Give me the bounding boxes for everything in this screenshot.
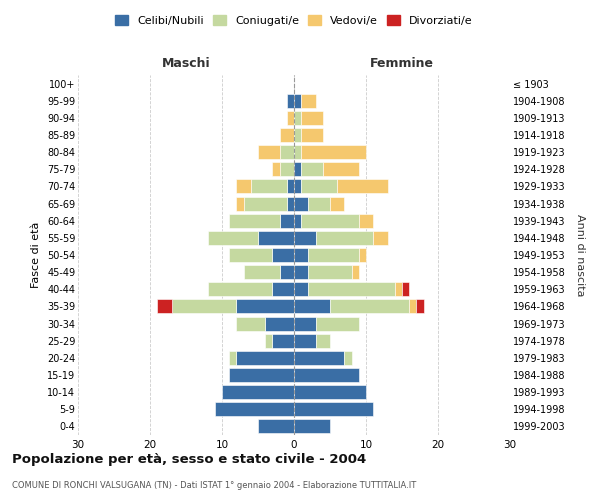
- Bar: [316, 316, 359, 330]
- Bar: [157, 300, 172, 314]
- Bar: [294, 316, 316, 330]
- Bar: [294, 248, 308, 262]
- Bar: [337, 180, 388, 194]
- Bar: [215, 402, 294, 416]
- Bar: [294, 420, 330, 434]
- Bar: [280, 128, 294, 142]
- Bar: [294, 231, 316, 245]
- Bar: [294, 300, 330, 314]
- Bar: [244, 196, 287, 210]
- Bar: [208, 231, 258, 245]
- Bar: [287, 180, 294, 194]
- Bar: [229, 214, 280, 228]
- Bar: [272, 334, 294, 347]
- Bar: [359, 214, 373, 228]
- Bar: [308, 196, 330, 210]
- Bar: [316, 334, 330, 347]
- Bar: [316, 231, 373, 245]
- Bar: [409, 300, 416, 314]
- Text: Maschi: Maschi: [161, 57, 211, 70]
- Bar: [287, 111, 294, 125]
- Bar: [280, 162, 294, 176]
- Bar: [308, 265, 352, 279]
- Bar: [352, 265, 359, 279]
- Bar: [236, 351, 294, 365]
- Bar: [294, 128, 301, 142]
- Bar: [294, 196, 308, 210]
- Bar: [301, 128, 323, 142]
- Bar: [330, 300, 409, 314]
- Bar: [208, 282, 272, 296]
- Bar: [251, 180, 287, 194]
- Bar: [402, 282, 409, 296]
- Bar: [294, 334, 316, 347]
- Bar: [301, 162, 323, 176]
- Bar: [301, 214, 359, 228]
- Text: Femmine: Femmine: [370, 57, 434, 70]
- Bar: [236, 316, 265, 330]
- Bar: [359, 248, 366, 262]
- Bar: [280, 214, 294, 228]
- Bar: [236, 196, 244, 210]
- Bar: [308, 282, 395, 296]
- Bar: [229, 351, 236, 365]
- Y-axis label: Anni di nascita: Anni di nascita: [575, 214, 585, 296]
- Text: COMUNE DI RONCHI VALSUGANA (TN) - Dati ISTAT 1° gennaio 2004 - Elaborazione TUTT: COMUNE DI RONCHI VALSUGANA (TN) - Dati I…: [12, 480, 416, 490]
- Bar: [294, 214, 301, 228]
- Bar: [294, 145, 301, 159]
- Bar: [308, 248, 359, 262]
- Bar: [301, 145, 366, 159]
- Bar: [294, 368, 359, 382]
- Bar: [395, 282, 402, 296]
- Bar: [301, 94, 316, 108]
- Bar: [294, 180, 301, 194]
- Bar: [301, 111, 323, 125]
- Bar: [301, 180, 337, 194]
- Bar: [258, 420, 294, 434]
- Bar: [294, 402, 373, 416]
- Y-axis label: Fasce di età: Fasce di età: [31, 222, 41, 288]
- Bar: [294, 351, 344, 365]
- Bar: [280, 145, 294, 159]
- Bar: [265, 316, 294, 330]
- Bar: [258, 145, 280, 159]
- Bar: [416, 300, 424, 314]
- Bar: [265, 334, 272, 347]
- Bar: [294, 94, 301, 108]
- Bar: [330, 196, 344, 210]
- Bar: [222, 385, 294, 399]
- Bar: [258, 231, 294, 245]
- Text: Popolazione per età, sesso e stato civile - 2004: Popolazione per età, sesso e stato civil…: [12, 452, 366, 466]
- Bar: [294, 162, 301, 176]
- Bar: [323, 162, 359, 176]
- Bar: [236, 180, 251, 194]
- Bar: [272, 282, 294, 296]
- Bar: [272, 162, 280, 176]
- Bar: [294, 111, 301, 125]
- Bar: [294, 385, 366, 399]
- Bar: [272, 248, 294, 262]
- Bar: [280, 265, 294, 279]
- Bar: [244, 265, 280, 279]
- Bar: [229, 368, 294, 382]
- Bar: [229, 248, 272, 262]
- Bar: [172, 300, 236, 314]
- Bar: [287, 94, 294, 108]
- Legend: Celibi/Nubili, Coniugati/e, Vedovi/e, Divorziati/e: Celibi/Nubili, Coniugati/e, Vedovi/e, Di…: [113, 13, 475, 28]
- Bar: [236, 300, 294, 314]
- Bar: [344, 351, 352, 365]
- Bar: [294, 265, 308, 279]
- Bar: [287, 196, 294, 210]
- Bar: [373, 231, 388, 245]
- Bar: [294, 282, 308, 296]
